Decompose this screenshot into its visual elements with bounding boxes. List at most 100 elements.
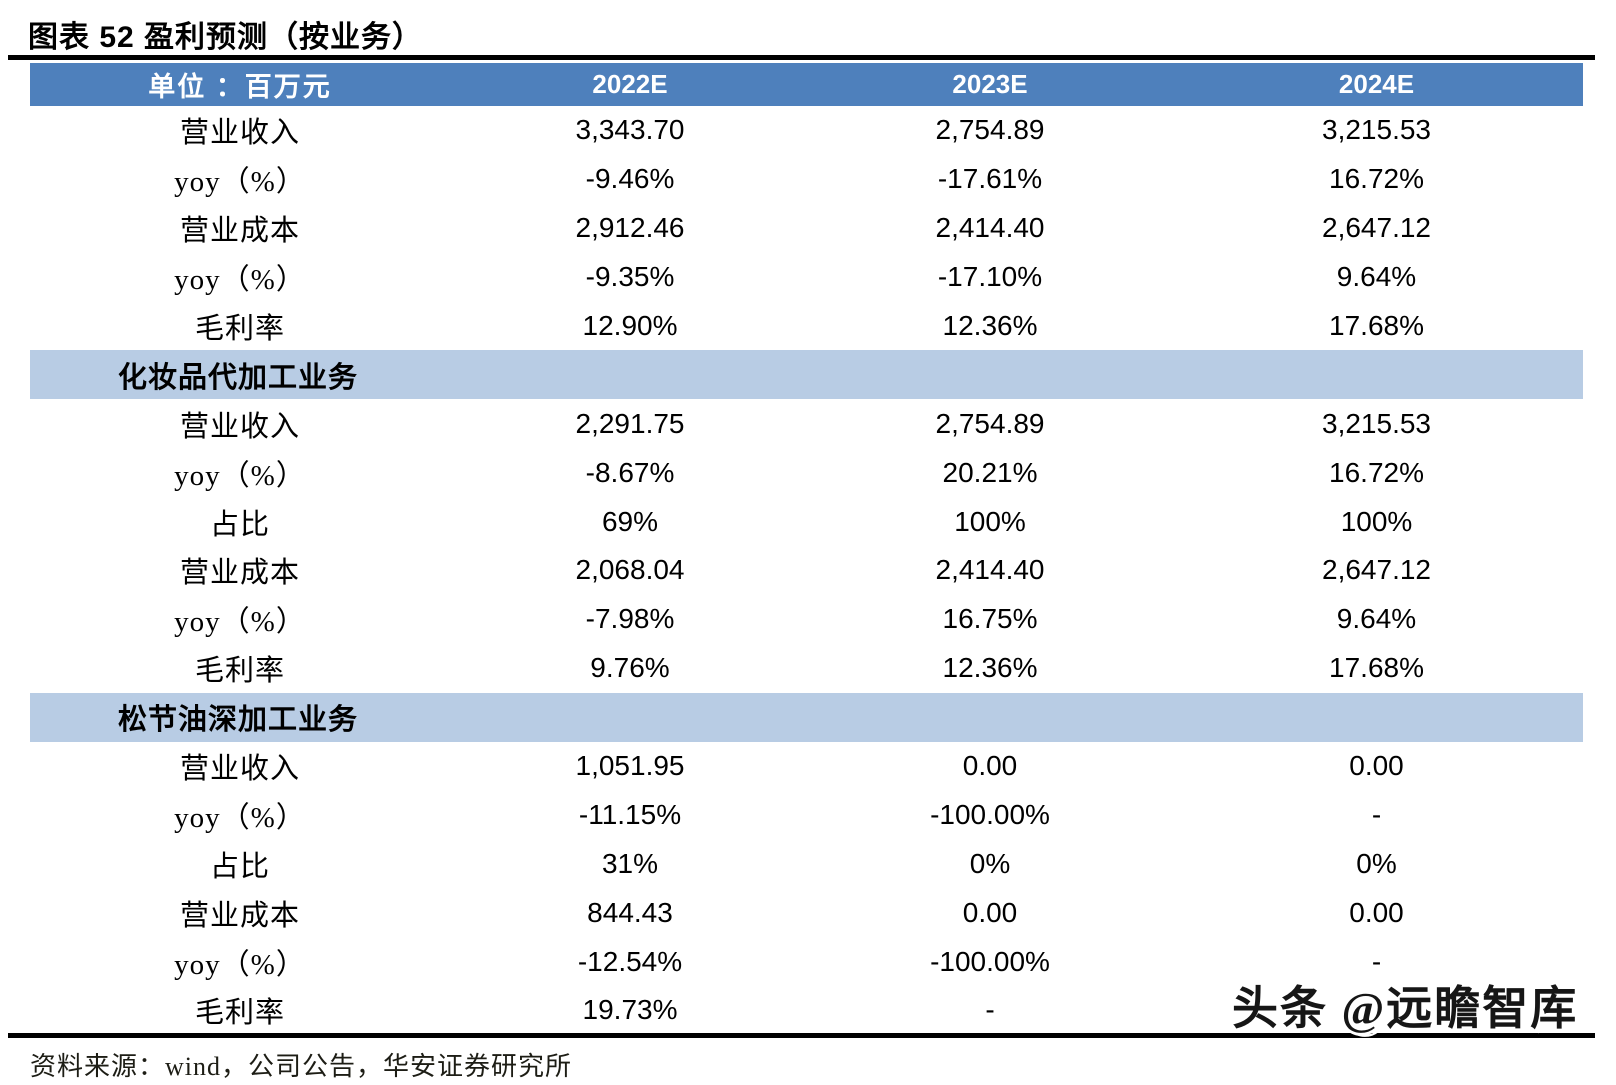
value-cell: 100%	[954, 505, 1026, 537]
table-row: 营业收入 1,051.95 0.00 0.00	[30, 742, 1583, 791]
value-cell: 0.00	[962, 750, 1018, 782]
value-cell: 0.00	[962, 896, 1018, 928]
value-cell: -100.00%	[930, 945, 1050, 977]
value-cell: 9.64%	[1336, 261, 1417, 293]
value-cell: 0.00	[1349, 896, 1404, 928]
value-cell: 2,068.04	[575, 554, 685, 586]
value-cell: 12.90%	[582, 310, 678, 341]
section-band-row: 化妆品代加工业务	[30, 350, 1583, 400]
table-row: yoy（%） -12.54% -100.00% -	[30, 937, 1583, 986]
table-row: yoy（%） -7.98% 16.75% 9.64%	[30, 595, 1583, 644]
row-label: 营业成本	[179, 215, 300, 248]
value-cell: 0.00	[1349, 750, 1404, 782]
source-note: 资料来源：wind，公司公告，华安证券研究所	[30, 1052, 573, 1081]
value-cell: -8.67%	[585, 456, 675, 488]
section-band-row: 松节油深加工业务	[30, 692, 1583, 742]
title-divider-rule	[8, 55, 1595, 60]
table-row: yoy（%） -11.15% -100.00% -	[30, 790, 1583, 839]
table-row: yoy（%） -9.46% -17.61% 16.72%	[30, 155, 1583, 204]
value-cell: -17.10%	[937, 261, 1043, 293]
value-cell: 2,414.40	[935, 554, 1045, 586]
row-label: yoy（%）	[174, 801, 306, 834]
value-cell: 1,051.95	[575, 750, 685, 782]
row-label: 毛利率	[194, 655, 285, 688]
value-cell: 100%	[1340, 505, 1413, 537]
table-row: 营业收入 3,343.70 2,754.89 3,215.53	[30, 106, 1583, 155]
table-row: yoy（%） -9.35% -17.10% 9.64%	[30, 253, 1583, 302]
value-cell: 2,414.40	[935, 212, 1045, 244]
table-body: 营业收入 3,343.70 2,754.89 3,215.53 yoy（%） -9.46%…	[30, 106, 1583, 1035]
value-cell: 12.36%	[942, 310, 1038, 341]
value-cell: 17.68%	[1329, 652, 1424, 684]
value-cell: -12.54%	[577, 945, 683, 977]
table-row: 营业成本 2,912.46 2,414.40 2,647.12	[30, 204, 1583, 253]
value-cell: 31%	[601, 847, 659, 879]
value-cell: 16.72%	[1329, 456, 1424, 488]
table-row: 营业成本 2,068.04 2,414.40 2,647.12	[30, 546, 1583, 595]
table-header-row: 单位 ：百万元 2022E 2023E 2024E	[30, 63, 1583, 106]
value-cell: 9.64%	[1336, 603, 1417, 635]
value-cell: -17.61%	[937, 163, 1043, 195]
table-row: 占比 31% 0% 0%	[30, 839, 1583, 888]
value-cell: 19.73%	[582, 994, 678, 1026]
value-cell: -	[985, 994, 995, 1026]
table-row: 毛利率 9.76% 12.36% 17.68%	[30, 644, 1583, 693]
value-cell: 2,754.89	[935, 407, 1045, 439]
value-cell: 9.76%	[590, 652, 670, 684]
row-label: yoy（%）	[174, 948, 306, 981]
table-row: yoy（%） -8.67% 20.21% 16.72%	[30, 448, 1583, 497]
year-header-2024e: 2024E	[1170, 63, 1583, 106]
value-cell: 2,647.12	[1322, 554, 1431, 586]
year-header-2022e: 2022E	[450, 63, 810, 106]
section-label: 化妆品代加工业务	[30, 350, 1583, 400]
row-label: yoy（%）	[174, 459, 306, 492]
row-label: 营业收入	[179, 117, 300, 150]
value-cell: -	[1371, 994, 1382, 1026]
row-label: yoy（%）	[174, 264, 306, 297]
year-header-2023e: 2023E	[810, 63, 1170, 106]
value-cell: -11.15%	[578, 798, 682, 830]
value-cell: 69%	[601, 505, 659, 537]
row-label: 营业成本	[179, 557, 300, 590]
table-row: 营业成本 844.43 0.00 0.00	[30, 888, 1583, 937]
row-label: 营业收入	[179, 410, 300, 443]
value-cell: 17.68%	[1329, 310, 1424, 341]
section-label: 松节油深加工业务	[30, 692, 1583, 742]
table-bottom-rule	[8, 1033, 1595, 1038]
row-label: 营业收入	[179, 753, 300, 786]
value-cell: 3,343.70	[575, 114, 685, 146]
row-label: 毛利率	[194, 313, 285, 345]
table-row: 占比 69% 100% 100%	[30, 497, 1583, 546]
value-cell: -	[1371, 945, 1382, 977]
table-row: 毛利率 12.90% 12.36% 17.68%	[30, 302, 1583, 351]
value-cell: 16.72%	[1329, 163, 1424, 195]
value-cell: 844.43	[587, 896, 673, 928]
value-cell: 3,215.53	[1322, 114, 1431, 146]
value-cell: 12.36%	[942, 652, 1038, 684]
watermark: 头条 @远瞻智库	[1232, 983, 1579, 1034]
profit-forecast-table: 单位 ：百万元 2022E 2023E 2024E 营业收入 3,343.70 2,…	[30, 63, 1583, 1035]
unit-header-cell: 单位 ：百万元	[30, 63, 450, 106]
value-cell: -9.35%	[585, 261, 675, 293]
value-cell: 3,215.53	[1322, 407, 1431, 439]
row-label: yoy（%）	[174, 166, 306, 199]
value-cell: -	[1371, 798, 1382, 830]
row-label: 营业成本	[179, 899, 300, 932]
value-cell: -7.98%	[585, 603, 675, 635]
value-cell: 16.75%	[942, 603, 1038, 635]
table-row: 营业收入 2,291.75 2,754.89 3,215.53	[30, 399, 1583, 448]
value-cell: 0%	[969, 847, 1011, 879]
value-cell: -9.46%	[585, 163, 675, 195]
value-cell: 2,754.89	[935, 114, 1045, 146]
row-label: 占比	[209, 850, 270, 883]
figure-title: 图表 52 盈利预测（按业务）	[28, 21, 424, 54]
value-cell: 2,291.75	[575, 407, 685, 439]
row-label: yoy（%）	[174, 606, 306, 639]
row-label: 毛利率	[194, 997, 285, 1030]
value-cell: 2,912.46	[575, 212, 685, 244]
value-cell: 2,647.12	[1322, 212, 1431, 244]
value-cell: 20.21%	[942, 456, 1038, 488]
value-cell: -100.00%	[930, 798, 1050, 830]
table-header: 单位 ：百万元 2022E 2023E 2024E	[30, 63, 1583, 106]
